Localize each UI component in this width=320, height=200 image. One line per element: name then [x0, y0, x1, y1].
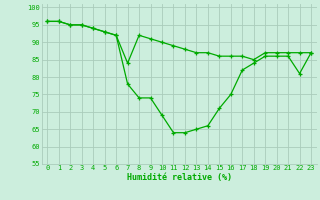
X-axis label: Humidité relative (%): Humidité relative (%) — [127, 173, 232, 182]
